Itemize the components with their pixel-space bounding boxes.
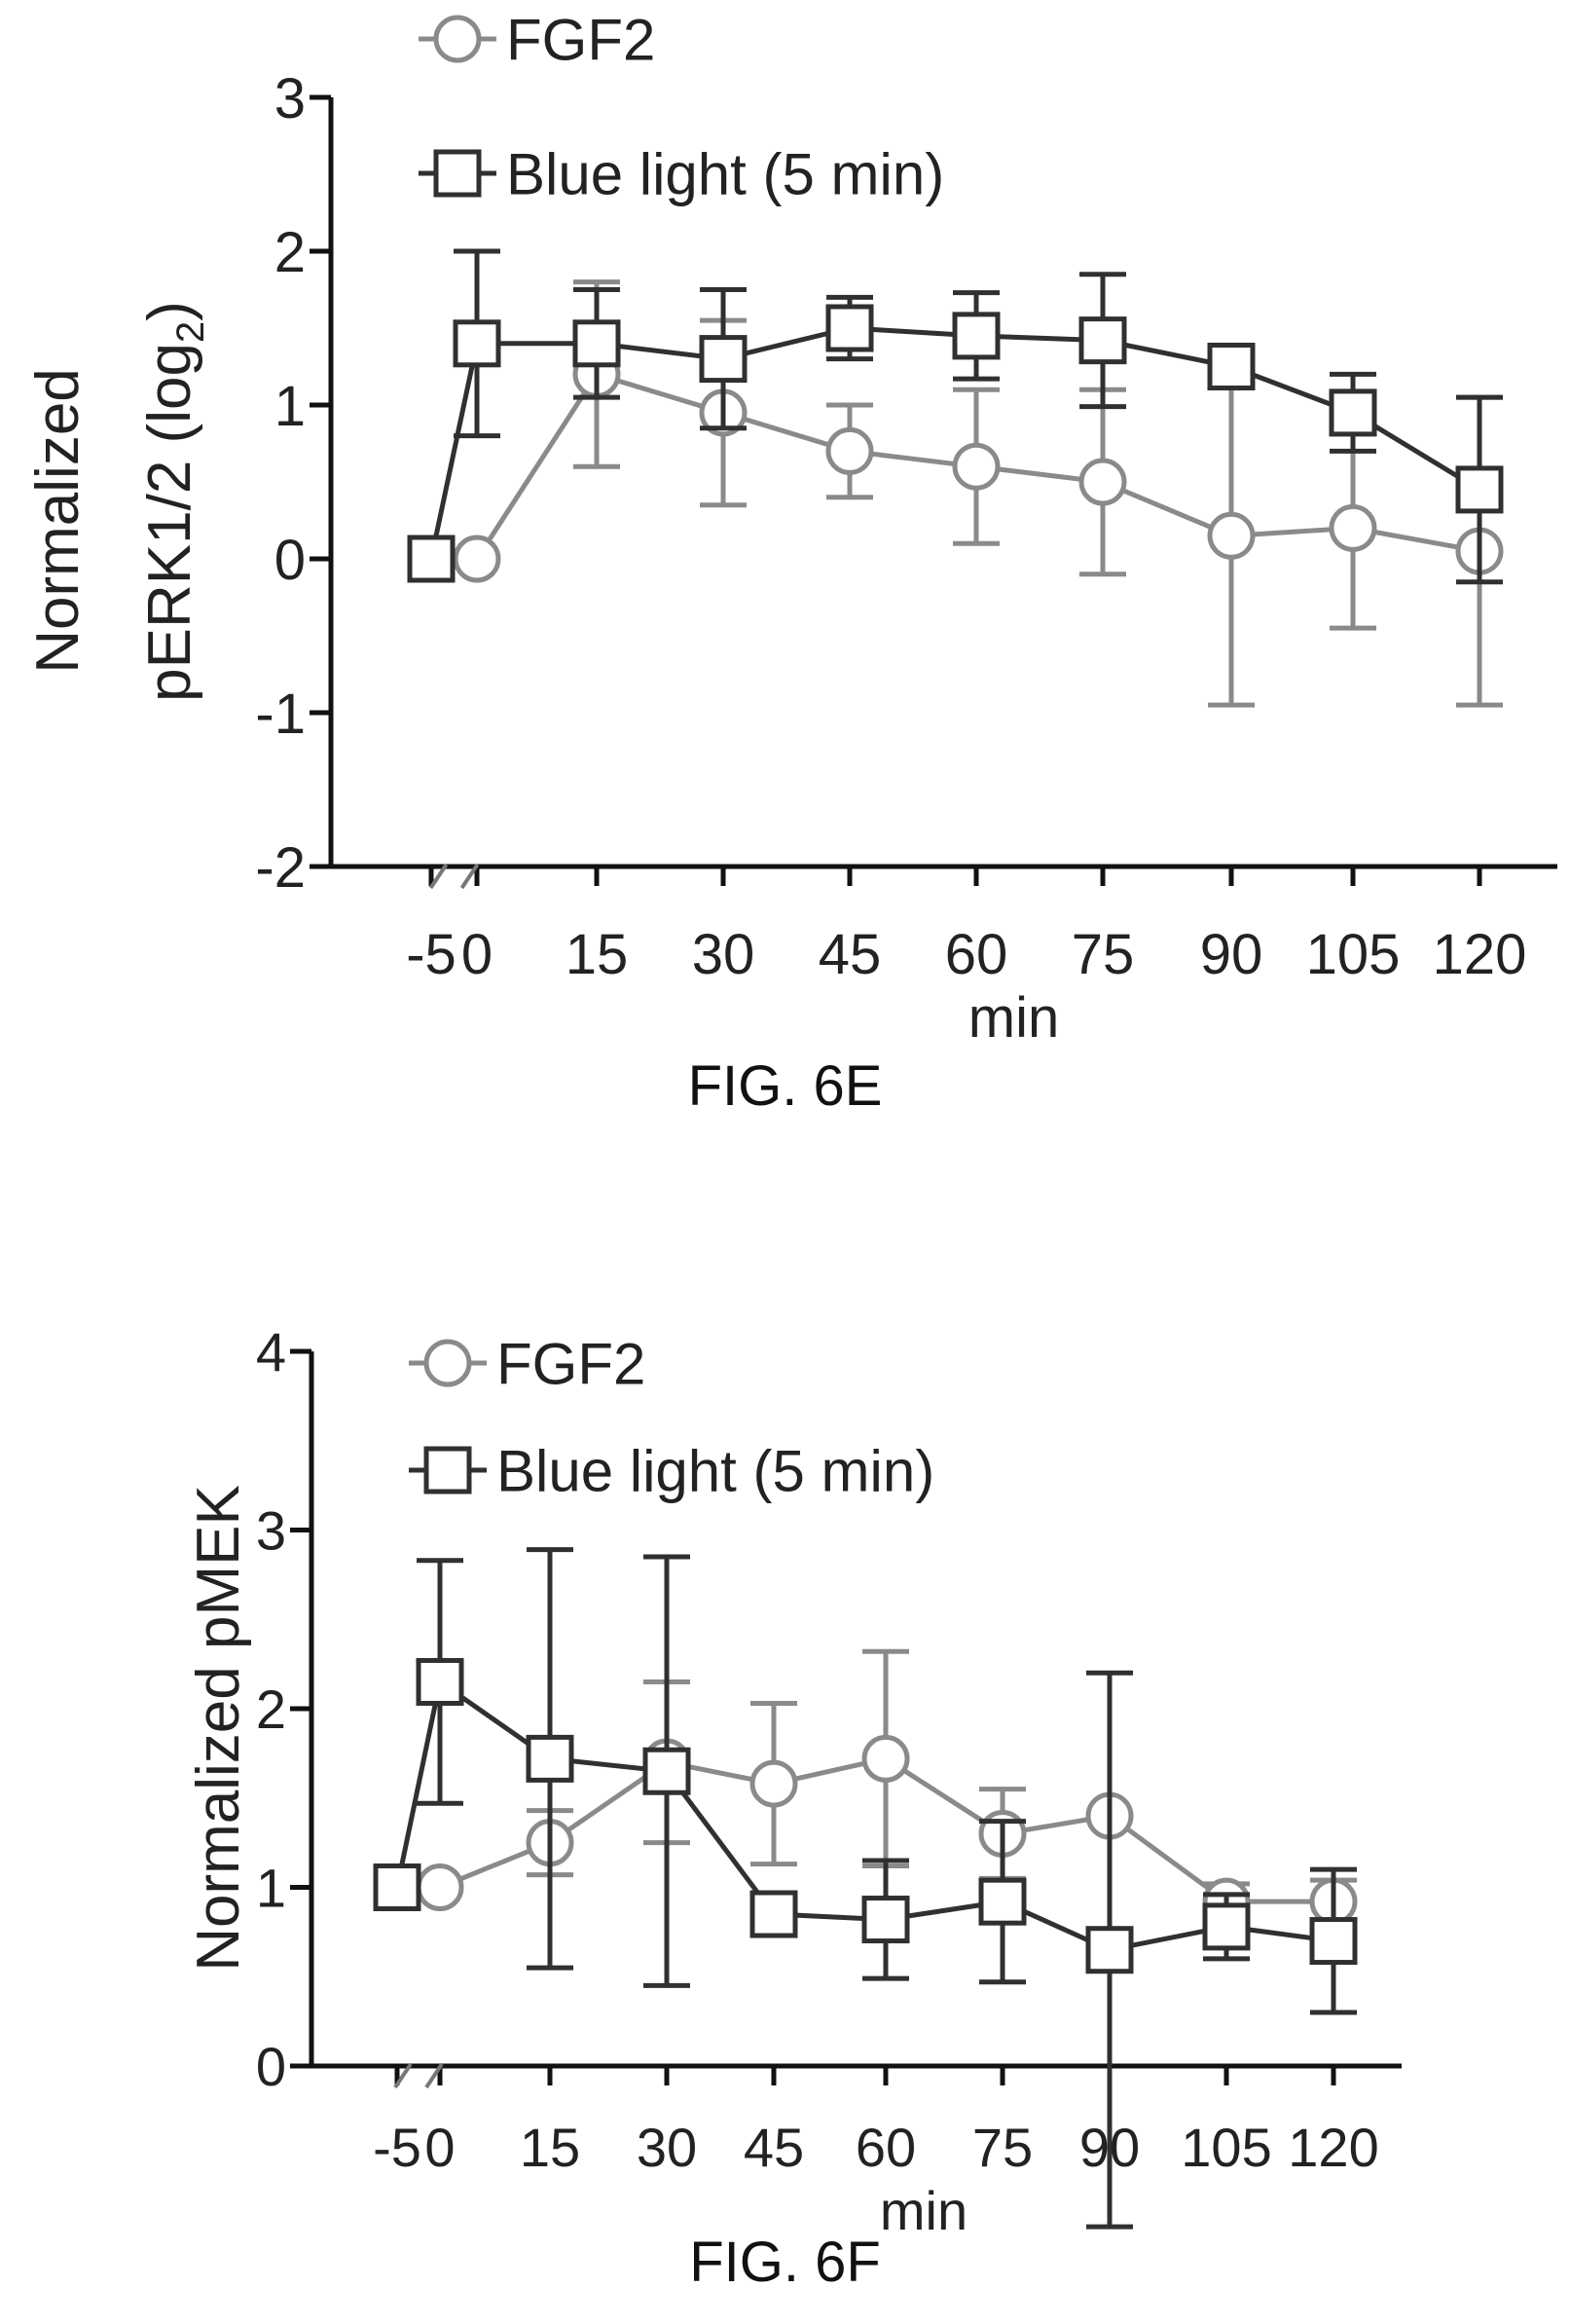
y-axis-label: Normalized pMEK — [185, 1485, 252, 1972]
y-tick-label: 0 — [274, 529, 306, 592]
y-axis-label-line2: pERK1/2 (log2) — [136, 301, 212, 702]
data-point-square — [699, 335, 748, 384]
data-point-circle — [416, 1863, 464, 1911]
x-tick-label: 90 — [1200, 923, 1263, 986]
data-point-square — [453, 319, 501, 368]
y-tick-label: -1 — [255, 682, 306, 746]
data-point-square — [749, 1890, 798, 1938]
series-line-blue-light — [394, 1678, 1334, 1953]
y-axis-label: Normalized — [24, 368, 91, 674]
x-tick-label: 105 — [1181, 2117, 1271, 2178]
x-tick-label: 30 — [692, 923, 755, 986]
data-point-square — [1202, 1902, 1251, 1951]
data-point-circle — [825, 426, 874, 475]
x-axis-label: min — [880, 2180, 968, 2241]
data-point-square — [1309, 1917, 1358, 1966]
legend-marker-square — [433, 149, 482, 198]
data-point-square — [373, 1863, 421, 1911]
x-tick-label: 15 — [520, 2117, 580, 2178]
y-tick-label: 1 — [256, 1858, 286, 1919]
data-point-square — [1455, 465, 1504, 514]
data-point-square — [572, 319, 621, 368]
data-point-circle — [952, 442, 1001, 491]
x-tick-label: 15 — [566, 923, 629, 986]
x-tick-label: -5 — [373, 2117, 421, 2178]
x-tick-label: -5 — [406, 923, 456, 986]
data-point-square — [407, 535, 456, 583]
x-tick-label: 60 — [856, 2117, 916, 2178]
data-point-square — [416, 1657, 464, 1706]
y-tick-label: -2 — [255, 836, 306, 900]
legend-label: FGF2 — [496, 1332, 645, 1397]
x-tick-label: 120 — [1288, 2117, 1378, 2178]
x-tick-label: 45 — [819, 923, 882, 986]
axis-break-mark — [393, 2062, 413, 2089]
axis-break-mark — [459, 863, 480, 890]
legend-label: Blue light (5 min) — [496, 1439, 934, 1504]
data-point-square — [825, 304, 874, 352]
data-point-circle — [1207, 511, 1256, 560]
x-tick-label: 60 — [945, 923, 1008, 986]
legend-marker-circle — [423, 1339, 472, 1387]
x-tick-label: 105 — [1306, 923, 1401, 986]
figure-caption-6f: FIG. 6F — [689, 2231, 881, 2294]
data-point-circle — [861, 1734, 910, 1783]
x-tick-label: 0 — [461, 923, 493, 986]
x-tick-label: 75 — [972, 2117, 1033, 2178]
y-tick-label: 4 — [256, 1321, 286, 1383]
figure-caption-6e: FIG. 6E — [687, 1054, 883, 1118]
x-axis-label: min — [968, 986, 1059, 1050]
axis-break-mark — [424, 2062, 444, 2089]
data-point-square — [1329, 388, 1377, 437]
data-point-square — [1085, 1926, 1134, 1974]
series-line-blue-light — [428, 325, 1481, 560]
legend-marker-circle — [433, 15, 482, 63]
x-tick-label: 120 — [1433, 923, 1527, 986]
legend-marker-square — [423, 1446, 472, 1494]
axis-break-mark — [428, 863, 449, 890]
y-tick-label: 1 — [274, 375, 306, 438]
data-point-circle — [749, 1759, 798, 1808]
data-point-square — [642, 1747, 691, 1795]
y-tick-label: 3 — [274, 67, 306, 130]
x-tick-label: 45 — [744, 2117, 804, 2178]
legend-label: Blue light (5 min) — [506, 142, 944, 207]
legend-label: FGF2 — [506, 8, 655, 73]
y-tick-label: 0 — [256, 2036, 286, 2097]
data-point-square — [978, 1877, 1027, 1926]
data-point-circle — [453, 535, 501, 583]
y-tick-label: 3 — [256, 1500, 286, 1562]
y-tick-label: 2 — [274, 221, 306, 284]
data-point-square — [1207, 343, 1256, 390]
x-tick-label: 0 — [424, 2117, 455, 2178]
data-point-square — [861, 1896, 910, 1944]
data-point-square — [1078, 316, 1127, 365]
x-tick-label: 75 — [1072, 923, 1135, 986]
data-point-circle — [1329, 503, 1377, 552]
x-tick-label: 30 — [637, 2117, 697, 2178]
data-point-square — [952, 312, 1001, 360]
data-point-circle — [1078, 458, 1127, 506]
data-point-square — [526, 1734, 574, 1783]
y-tick-label: 2 — [256, 1678, 286, 1740]
